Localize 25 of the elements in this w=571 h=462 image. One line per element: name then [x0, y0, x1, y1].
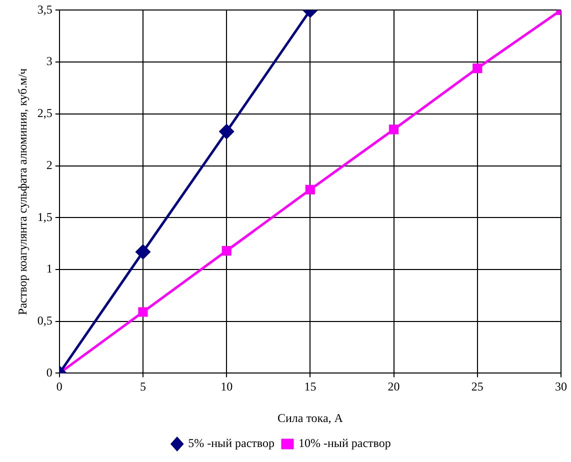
- y-tick-label: 3: [46, 54, 52, 68]
- legend-label: 10% -ный раствор: [298, 436, 391, 450]
- y-tick-label: 1,5: [37, 210, 52, 224]
- legend-label: 5% -ный раствор: [188, 436, 275, 450]
- x-tick-label: 20: [388, 380, 400, 394]
- point: [136, 244, 150, 260]
- point: [389, 124, 399, 134]
- y-axis-title: Раствор коагулянта сульфата алюминия, куб.м/ч: [15, 68, 30, 315]
- point: [138, 307, 148, 317]
- x-axis-title: Сила тока, А: [277, 410, 344, 425]
- point: [305, 184, 315, 194]
- y-tick-label: 0,5: [37, 314, 52, 328]
- y-tick-label: 0: [46, 365, 52, 380]
- point: [219, 124, 234, 139]
- y-tick-label: 2,5: [37, 106, 52, 120]
- x-tick-label: 0: [56, 380, 62, 394]
- y-tick-label: 1: [46, 262, 52, 276]
- y-tick-label: 2: [46, 158, 52, 172]
- x-tick-label: 25: [471, 380, 484, 394]
- point: [222, 246, 232, 256]
- x-tick-label: 30: [555, 380, 567, 394]
- x-tick-label: 15: [304, 380, 316, 394]
- x-tick-label: 5: [140, 380, 146, 394]
- y-tick-label: 3,5: [37, 2, 52, 16]
- x-tick-label: 10: [220, 380, 233, 394]
